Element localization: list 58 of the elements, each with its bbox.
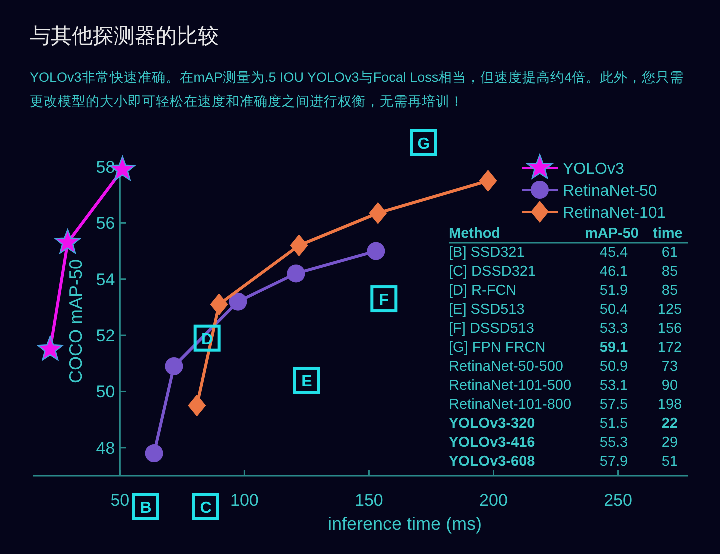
annotation: 85 xyxy=(662,264,678,280)
annotation: [G] FPN FRCN xyxy=(449,340,546,356)
annotation: 50.4 xyxy=(600,302,628,318)
annotation: Method xyxy=(449,226,501,242)
annotation: 55.3 xyxy=(600,435,628,451)
annotation: 59.1 xyxy=(600,340,628,356)
annotation: 125 xyxy=(658,302,682,318)
annotation: 22 xyxy=(662,416,678,432)
legend-label: YOLOv3 xyxy=(563,161,624,178)
annotation: [C] DSSD321 xyxy=(449,264,536,280)
annotation: 57.9 xyxy=(600,454,628,470)
annotation: 53.1 xyxy=(600,378,628,394)
x-axis-title: inference time (ms) xyxy=(328,514,482,534)
chart-subtitle: YOLOv3非常快速准确。在mAP测量为.5 IOU YOLOv3与Focal Loss相当，但速度提高约4倍。此外，您只需更改模型的大小即可轻松在速度和准确度之间进行权衡，无需再培训！ xyxy=(30,69,685,111)
annotation: mAP-50 xyxy=(585,226,639,242)
y-tick-label: 54 xyxy=(96,270,116,290)
x-tick-label: 100 xyxy=(230,491,259,510)
chart-title: 与其他探测器的比较 xyxy=(30,23,219,50)
annotation: 156 xyxy=(658,321,682,337)
annotation: 51 xyxy=(662,454,678,470)
y-axis-title: COCO mAP-50 xyxy=(66,259,86,384)
y-tick-label: 50 xyxy=(96,382,116,402)
annotation: F xyxy=(379,292,390,310)
x-tick-label: 200 xyxy=(480,491,508,510)
annotation: [B] SSD321 xyxy=(449,245,525,261)
annotation: 46.1 xyxy=(600,264,628,280)
annotation: 51.5 xyxy=(600,416,628,432)
annotation: [E] SSD513 xyxy=(449,302,525,318)
y-tick-label: 56 xyxy=(96,214,116,234)
x-tick-label: 250 xyxy=(604,491,632,510)
annotation: 90 xyxy=(662,378,678,394)
annotation: [F] DSSD513 xyxy=(449,321,534,337)
annotation: [D] R-FCN xyxy=(449,283,517,299)
x-tick-label: 50 xyxy=(110,491,130,510)
annotation: YOLOv3-608 xyxy=(449,454,536,470)
legend-label: RetinaNet-101 xyxy=(563,205,666,222)
annotation: 61 xyxy=(662,245,678,261)
annotation: 45.4 xyxy=(600,245,628,261)
y-tick-label: 52 xyxy=(96,326,116,346)
annotation: 85 xyxy=(662,283,678,299)
annotation: RetinaNet-101-500 xyxy=(449,378,572,394)
legend-label: RetinaNet-50 xyxy=(563,183,658,200)
annotation: 198 xyxy=(658,397,682,413)
annotation: 51.9 xyxy=(600,283,628,299)
x-tick-label: 150 xyxy=(355,491,384,510)
y-tick-label: 48 xyxy=(96,438,116,458)
annotation: YOLOv3-320 xyxy=(449,416,536,432)
annotation: 29 xyxy=(662,435,678,451)
annotation: time xyxy=(653,226,683,242)
annotation: 50.9 xyxy=(600,359,628,375)
annotation: E xyxy=(302,373,313,390)
annotation: 172 xyxy=(658,340,682,356)
annotation: 53.3 xyxy=(600,321,628,337)
annotation: YOLOv3-416 xyxy=(449,435,536,451)
annotation: RetinaNet-101-800 xyxy=(449,397,572,413)
annotation: 57.5 xyxy=(600,397,628,413)
annotation: RetinaNet-50-500 xyxy=(449,359,564,375)
annotation: 73 xyxy=(662,359,678,375)
